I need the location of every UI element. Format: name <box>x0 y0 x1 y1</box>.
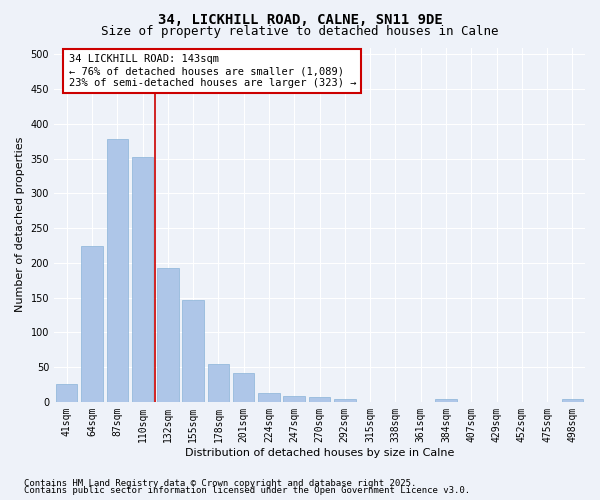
Bar <box>208 364 229 402</box>
Bar <box>56 384 77 402</box>
Bar <box>233 374 254 402</box>
Bar <box>258 394 280 402</box>
Bar <box>182 300 204 402</box>
Text: 34 LICKHILL ROAD: 143sqm
← 76% of detached houses are smaller (1,089)
23% of sem: 34 LICKHILL ROAD: 143sqm ← 76% of detach… <box>69 54 356 88</box>
Bar <box>309 397 330 402</box>
Text: Contains public sector information licensed under the Open Government Licence v3: Contains public sector information licen… <box>24 486 470 495</box>
Text: 34, LICKHILL ROAD, CALNE, SN11 9DE: 34, LICKHILL ROAD, CALNE, SN11 9DE <box>158 12 442 26</box>
Bar <box>562 399 583 402</box>
X-axis label: Distribution of detached houses by size in Calne: Distribution of detached houses by size … <box>185 448 454 458</box>
Text: Contains HM Land Registry data © Crown copyright and database right 2025.: Contains HM Land Registry data © Crown c… <box>24 478 416 488</box>
Bar <box>334 399 356 402</box>
Bar <box>132 158 153 402</box>
Bar <box>107 139 128 402</box>
Text: Size of property relative to detached houses in Calne: Size of property relative to detached ho… <box>101 25 499 38</box>
Bar <box>81 246 103 402</box>
Y-axis label: Number of detached properties: Number of detached properties <box>15 137 25 312</box>
Bar <box>435 399 457 402</box>
Bar <box>283 396 305 402</box>
Bar <box>157 268 179 402</box>
